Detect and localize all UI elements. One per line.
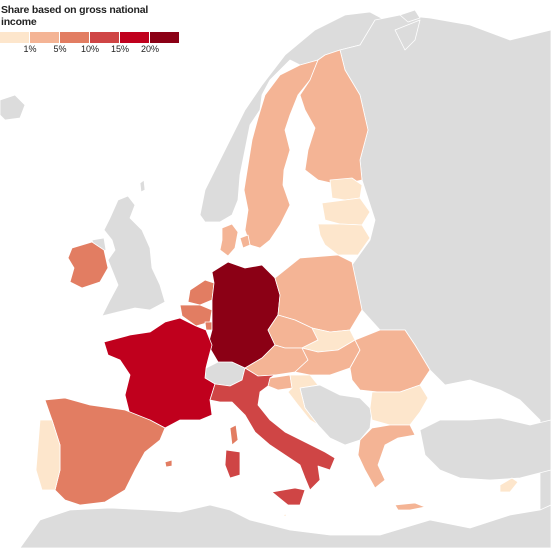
country-lithuania — [317, 223, 371, 256]
country-sweden — [243, 59, 319, 249]
legend-color-bar — [0, 32, 180, 43]
north-africa — [19, 504, 551, 548]
country-bulgaria — [369, 384, 429, 426]
country-greece — [357, 424, 416, 489]
legend-tick: 15% — [110, 44, 130, 54]
country-ireland — [67, 241, 109, 289]
country-luxembourg — [204, 321, 213, 331]
country-sicily — [271, 487, 306, 506]
legend-swatch-4 — [120, 32, 149, 43]
legend-swatch-0 — [0, 32, 29, 43]
shetland — [139, 179, 146, 193]
legend-tick: 5% — [53, 44, 67, 54]
legend-swatch-5 — [150, 32, 179, 43]
country-denmark-islands — [239, 234, 251, 249]
country-estonia — [329, 177, 363, 201]
country-latvia — [321, 197, 371, 226]
country-balearic — [164, 459, 173, 468]
country-malta — [282, 513, 287, 518]
iceland — [0, 94, 26, 121]
legend-title: Share based on gross national income — [1, 4, 149, 28]
country-croatia — [287, 374, 319, 426]
legend-ticks: 1% 5% 10% 15% 20% — [0, 44, 180, 56]
country-portugal — [35, 419, 61, 491]
legend: Share based on gross national income 1% … — [0, 4, 180, 56]
legend-swatch-2 — [60, 32, 89, 43]
turkey — [419, 417, 551, 481]
legend-tick: 20% — [140, 44, 160, 54]
svalbard-bits — [399, 9, 421, 23]
country-corsica — [229, 424, 239, 446]
country-netherlands — [187, 279, 215, 306]
legend-swatch-3 — [90, 32, 119, 43]
country-cyprus — [499, 477, 519, 493]
united-kingdom — [101, 195, 166, 317]
legend-swatch-1 — [30, 32, 59, 43]
non-eu-countries — [0, 9, 551, 548]
eu-countries — [35, 49, 519, 518]
country-greece-crete — [394, 502, 426, 511]
legend-tick: 10% — [80, 44, 100, 54]
country-sardinia — [224, 449, 241, 479]
legend-tick: 1% — [23, 44, 37, 54]
country-romania — [349, 329, 431, 393]
country-italy — [209, 367, 336, 491]
kola — [394, 19, 421, 51]
country-denmark — [219, 223, 239, 257]
